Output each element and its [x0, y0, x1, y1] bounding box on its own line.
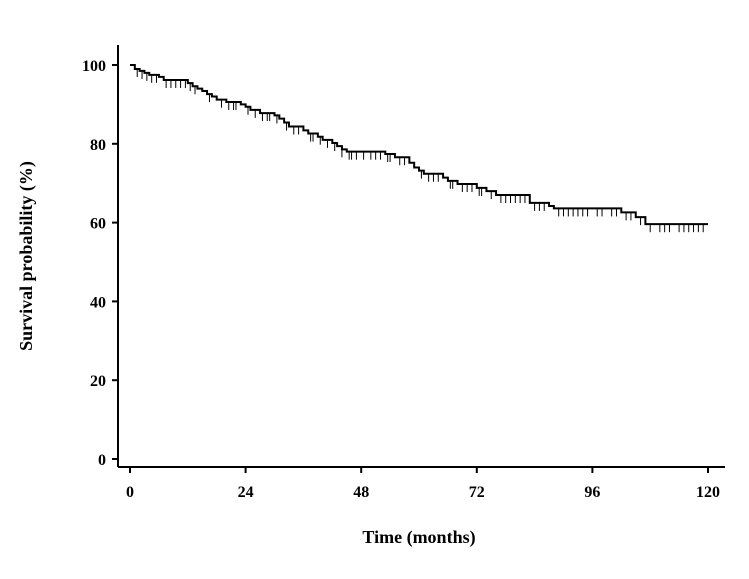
- x-tick-label: 24: [238, 484, 254, 501]
- x-tick-label: 72: [469, 484, 485, 501]
- y-tick-label: 40: [90, 294, 106, 311]
- x-tick-label: 96: [584, 484, 600, 501]
- plot-area: [130, 64, 708, 233]
- x-tick-label: 120: [696, 484, 720, 501]
- x-axis-label: Time (months): [362, 527, 475, 548]
- y-tick-label: 0: [98, 452, 106, 469]
- survival-curve: [130, 64, 708, 226]
- y-tick-label: 100: [82, 58, 106, 75]
- y-tick-label: 60: [90, 216, 106, 233]
- y-axis-label: Survival probability (%): [16, 161, 37, 351]
- y-tick-label: 20: [90, 373, 106, 390]
- x-tick-label: 0: [126, 484, 134, 501]
- y-tick-label: 80: [90, 137, 106, 154]
- axes: 0 20 40 60 80 100 0 24 48 72 96 120: [82, 45, 725, 501]
- x-tick-label: 48: [353, 484, 369, 501]
